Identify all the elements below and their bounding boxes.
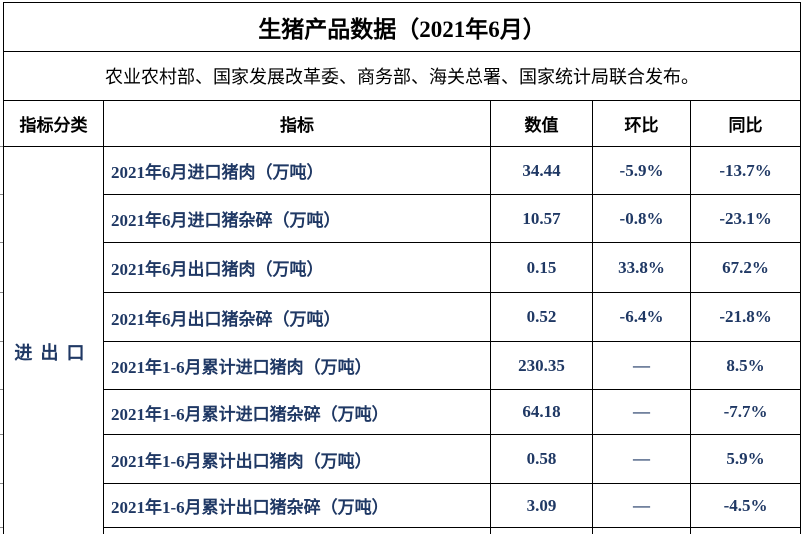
value-cell: 3.09 [490, 483, 593, 528]
yoy-cell: 8.5% [689, 341, 802, 390]
gridline-stub [0, 483, 3, 484]
value-cell: 10.57 [490, 194, 593, 243]
yoy-cell: 67.2% [689, 242, 802, 293]
mom-cell [592, 527, 691, 534]
indicator-cell: 2021年6月出口猪杂碎（万吨） [103, 292, 491, 342]
mom-cell: -6.4% [592, 292, 691, 342]
mom-cell: — [592, 389, 691, 435]
gridline-stub [0, 341, 3, 342]
yoy-cell: -7.7% [689, 389, 802, 435]
header-indicator: 指标 [103, 100, 491, 147]
table-row: 2021年6月出口猪肉（万吨） 0.15 33.8% 67.2% [4, 242, 802, 293]
table-row: 2021年6月出口猪杂碎（万吨） 0.52 -6.4% -21.8% [4, 292, 802, 342]
indicator-cell: 2021年1-6月累计出口猪肉（万吨） [103, 434, 491, 484]
mom-cell: 33.8% [592, 242, 691, 293]
gridline-stub [0, 434, 3, 435]
table-row: 2021年1-6月累计出口猪杂碎（万吨） 3.09 — -4.5% [4, 483, 802, 528]
yoy-cell: -23.1% [689, 194, 802, 243]
indicator-cell [103, 527, 491, 534]
value-cell: 0.58 [490, 434, 593, 484]
yoy-cell: 5.9% [689, 434, 802, 484]
gridline-stub [0, 194, 3, 195]
gridline-stub [0, 527, 3, 528]
indicator-cell: 2021年6月进口猪杂碎（万吨） [103, 194, 491, 243]
header-category: 指标分类 [3, 100, 104, 147]
mom-cell: — [592, 483, 691, 528]
table-row: 2021年1-6月累计进口猪肉（万吨） 230.35 — 8.5% [4, 341, 802, 390]
value-cell: 230.35 [490, 341, 593, 390]
header-value: 数值 [490, 100, 593, 147]
value-cell: 64.18 [490, 389, 593, 435]
yoy-cell: -21.8% [689, 292, 802, 342]
table-row: 2021年1-6月累计出口猪肉（万吨） 0.58 — 5.9% [4, 434, 802, 484]
table-row: 进出口 2021年6月进口猪肉（万吨） 34.44 -5.9% -13.7% [3, 146, 802, 534]
value-cell: 34.44 [490, 146, 593, 195]
gridline-stub [0, 389, 3, 390]
gridline-stub [0, 242, 3, 243]
category-cell: 进出口 [3, 146, 104, 534]
indicator-cell: 2021年6月进口猪肉（万吨） [103, 146, 491, 195]
indicator-cell: 2021年1-6月累计出口猪杂碎（万吨） [103, 483, 491, 528]
yoy-cell: -13.7% [689, 146, 802, 195]
indicator-cell: 2021年1-6月累计进口猪杂碎（万吨） [103, 389, 491, 435]
table-subtitle: 农业农村部、国家发展改革委、商务部、海关总署、国家统计局联合发布。 [2, 51, 802, 101]
yoy-cell [689, 527, 802, 534]
indicator-cell: 2021年1-6月累计进口猪肉（万吨） [103, 341, 491, 390]
header-yoy: 同比 [689, 100, 802, 147]
value-cell [490, 527, 593, 534]
mom-cell: — [592, 341, 691, 390]
mom-cell: -0.8% [592, 194, 691, 243]
yoy-cell: -4.5% [689, 483, 802, 528]
value-cell: 0.15 [490, 242, 593, 293]
table-title: 生猪产品数据（2021年6月） [2, 2, 802, 52]
clipped-next-row [4, 527, 802, 534]
gridline-stub [0, 146, 3, 147]
table-row: 2021年1-6月累计进口猪杂碎（万吨） 64.18 — -7.7% [4, 389, 802, 435]
mom-cell: — [592, 434, 691, 484]
mom-cell: -5.9% [592, 146, 691, 195]
indicator-cell: 2021年6月出口猪肉（万吨） [103, 242, 491, 293]
header-mom: 环比 [592, 100, 691, 147]
gridline-stub [0, 292, 3, 293]
value-cell: 0.52 [490, 292, 593, 342]
table-row: 2021年6月进口猪杂碎（万吨） 10.57 -0.8% -23.1% [4, 194, 802, 243]
